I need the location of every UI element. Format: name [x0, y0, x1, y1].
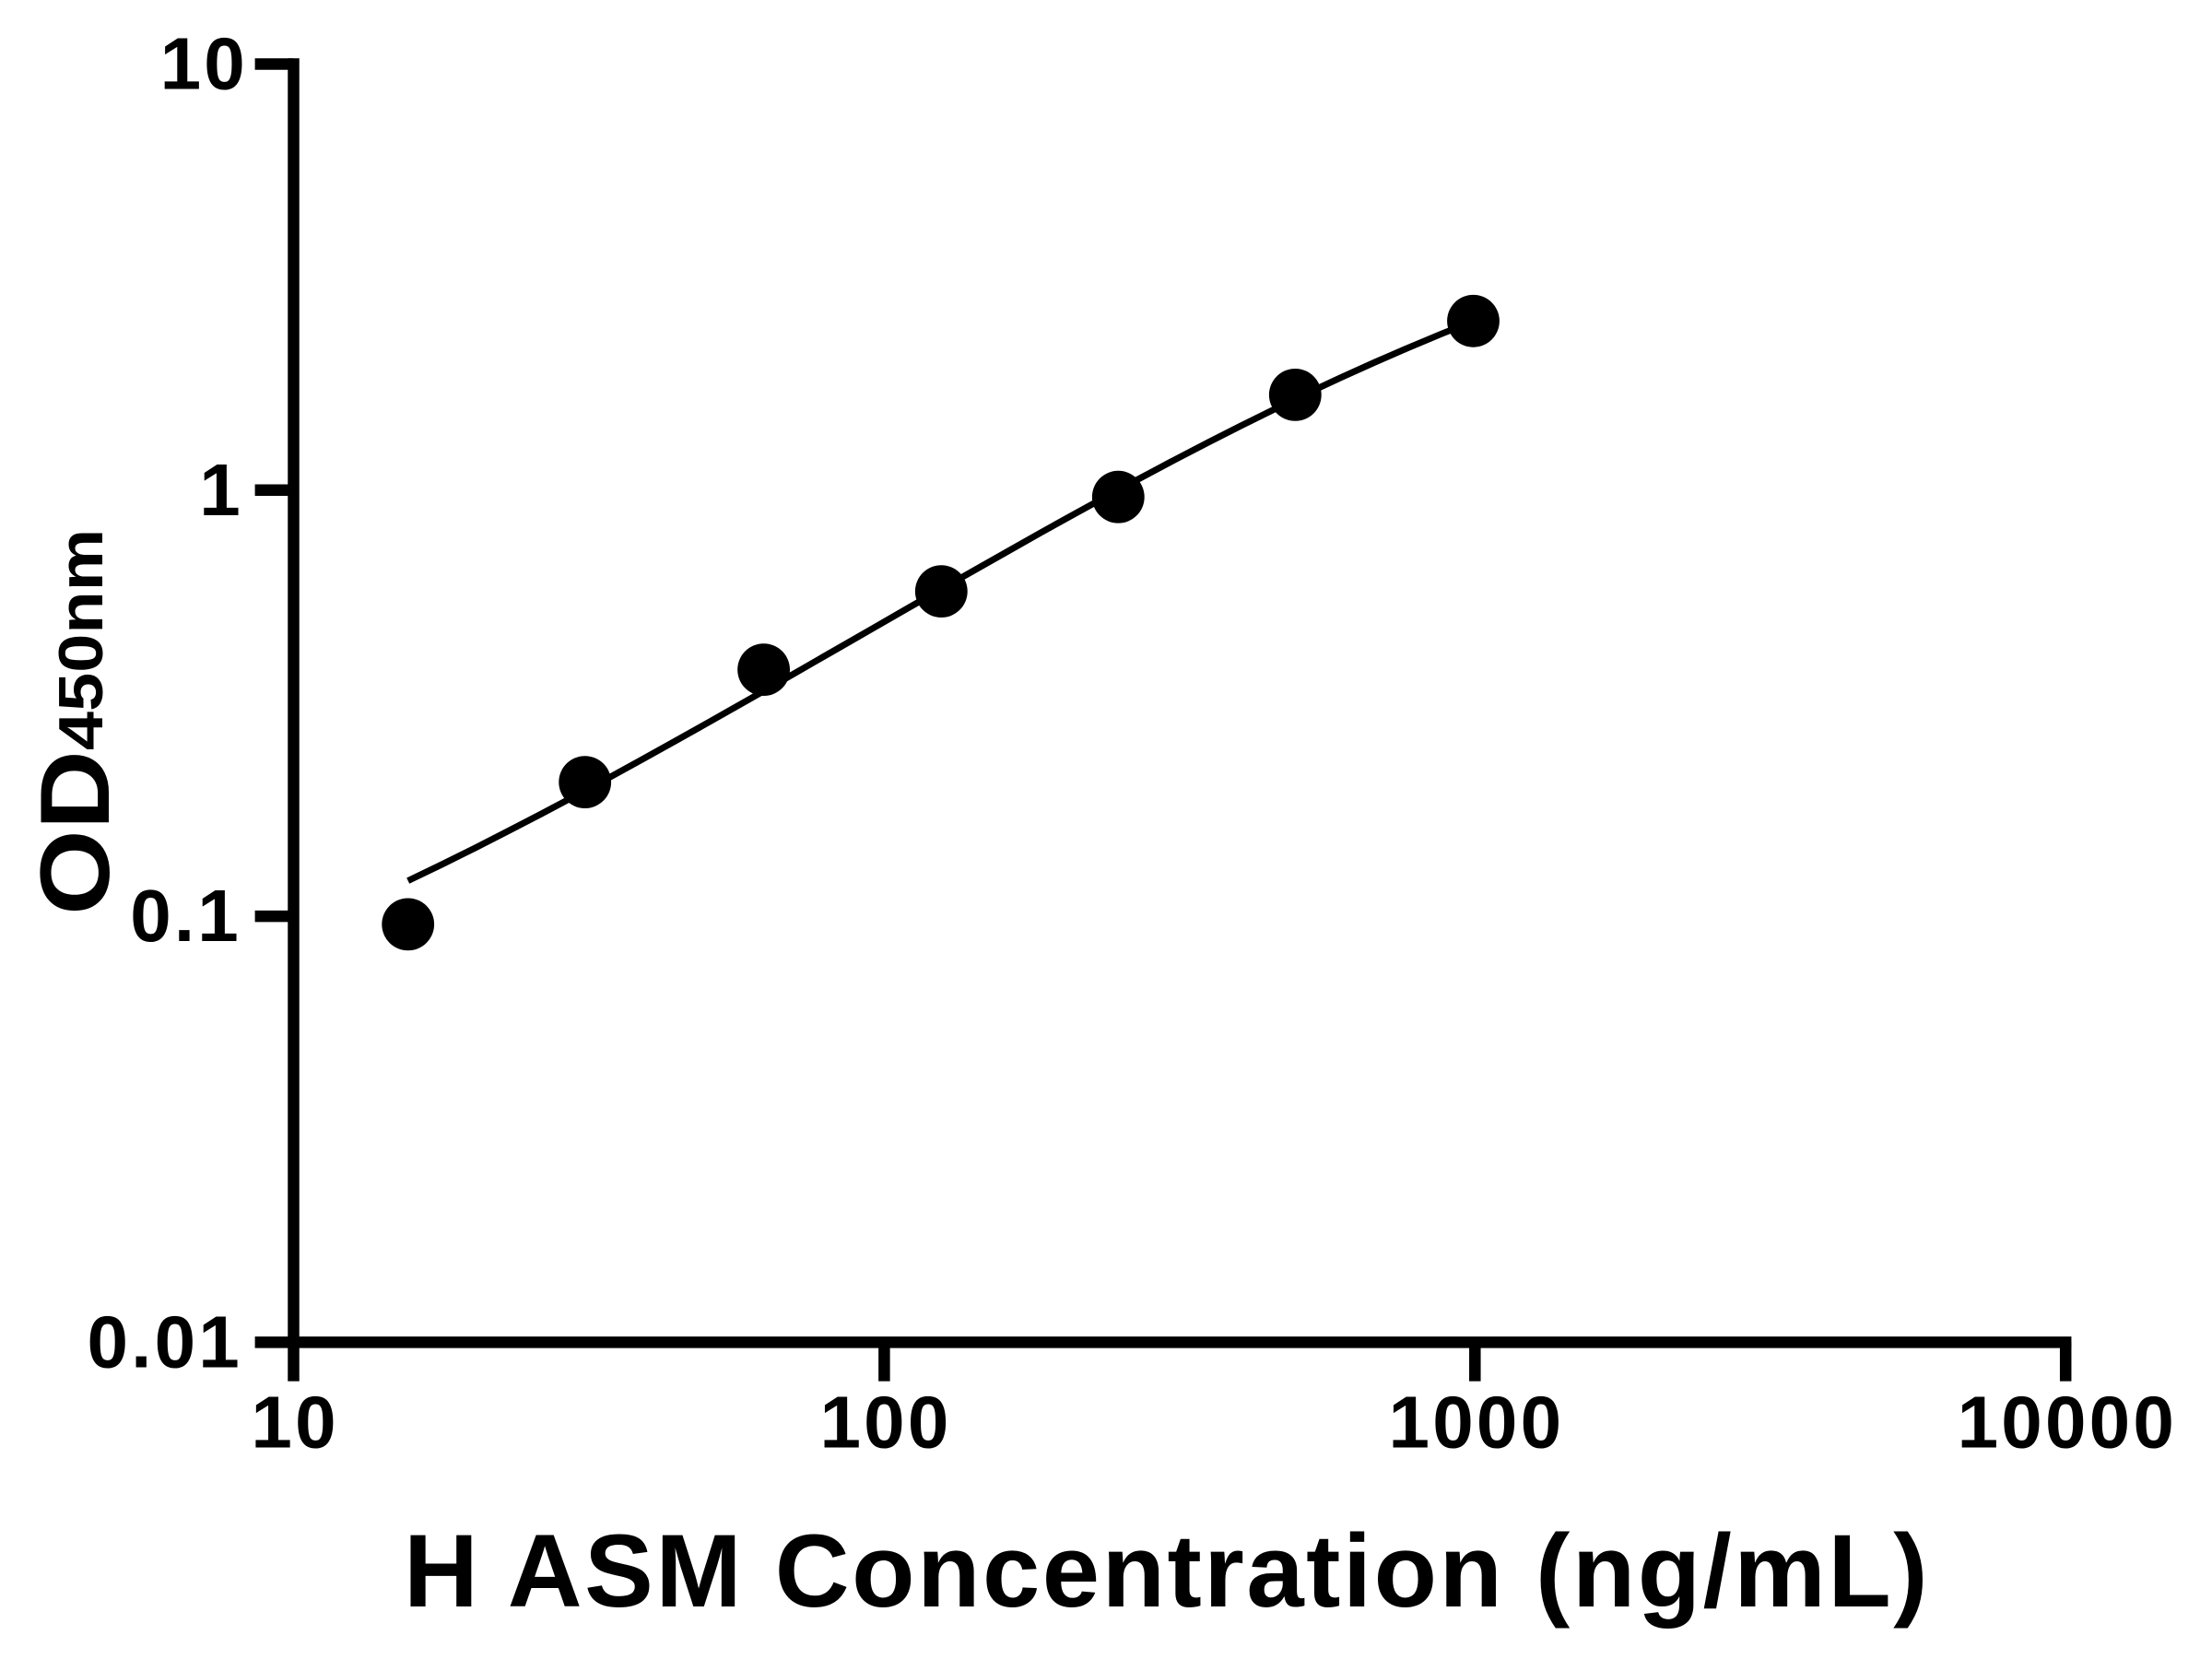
svg-text:0.1: 0.1 — [130, 875, 241, 957]
svg-text:10: 10 — [160, 23, 248, 105]
svg-text:10: 10 — [251, 1381, 338, 1463]
svg-text:100: 100 — [819, 1381, 951, 1463]
svg-text:0.01: 0.01 — [87, 1300, 242, 1382]
svg-text:10000: 10000 — [1958, 1381, 2177, 1463]
svg-text:H ASM Concentration (ng/mL): H ASM Concentration (ng/mL) — [404, 1513, 1930, 1629]
svg-text:1: 1 — [199, 449, 243, 531]
svg-text:1000: 1000 — [1389, 1381, 1565, 1463]
